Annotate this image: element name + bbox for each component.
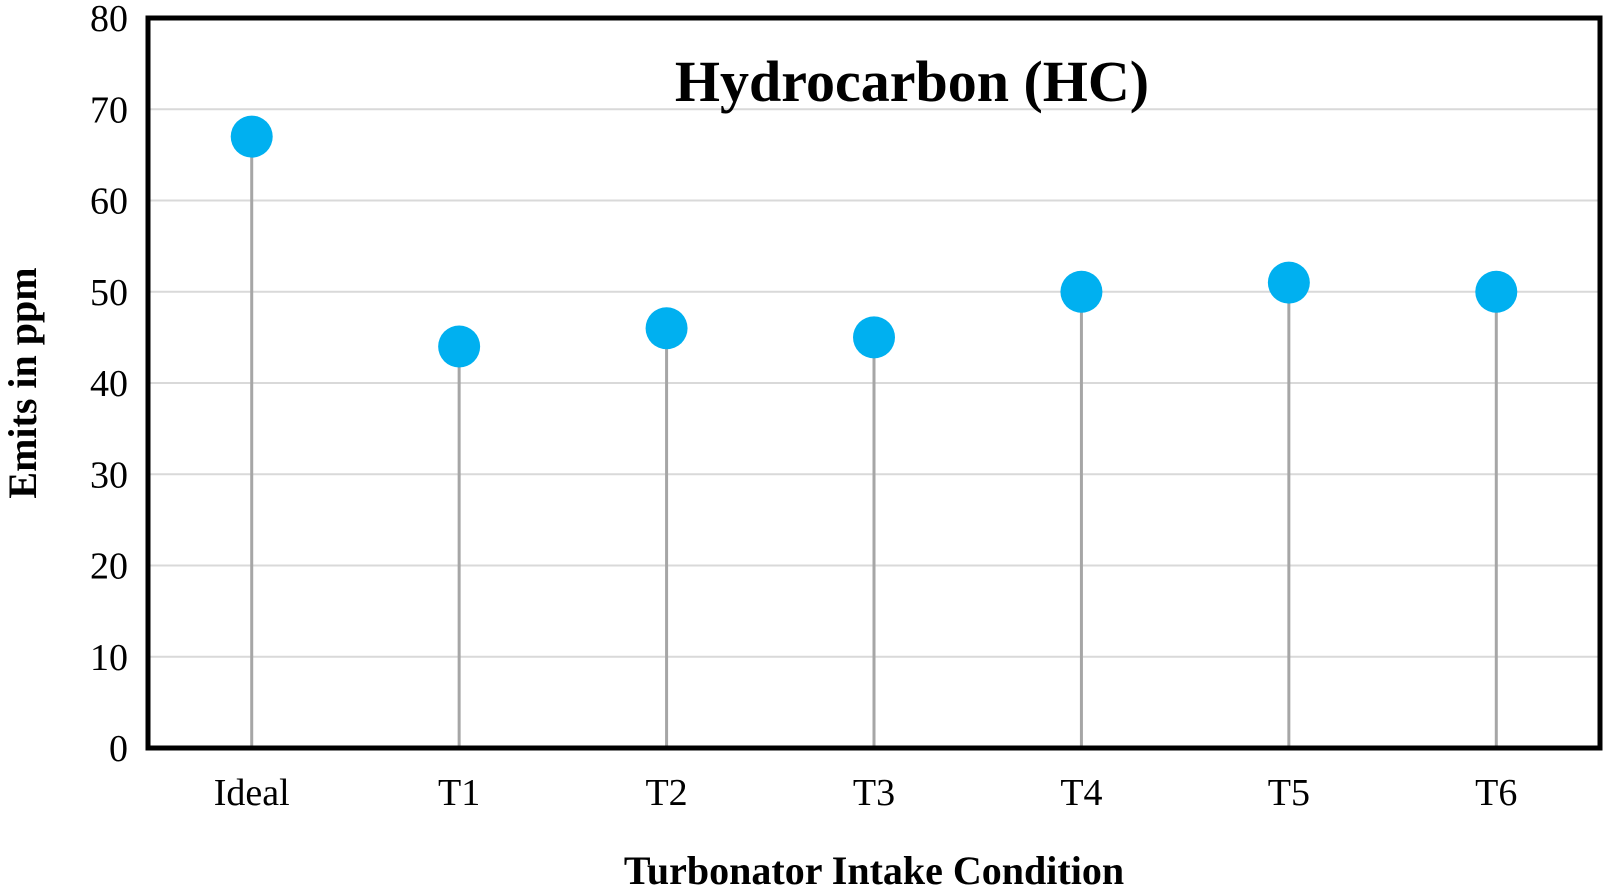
stems [250, 136, 1498, 748]
y-tick-label: 10 [90, 637, 128, 679]
x-tick-label: Ideal [214, 772, 290, 814]
y-tick-label: 50 [90, 272, 128, 314]
data-point [1475, 270, 1518, 313]
x-tick-label: T1 [438, 772, 480, 814]
plot-frame [145, 15, 1603, 751]
data-point [1267, 261, 1310, 304]
data-point [645, 307, 688, 350]
chart-title: Hydrocarbon (HC) [675, 49, 1149, 114]
y-axis-label: Emits in ppm [0, 267, 45, 498]
y-tick-label: 30 [90, 454, 128, 496]
y-axis-ticks: 0 10 20 30 40 50 60 70 80 [90, 0, 128, 770]
x-tick-label: T6 [1475, 772, 1517, 814]
data-point [230, 115, 273, 158]
x-tick-label: T4 [1060, 772, 1102, 814]
x-axis-label: Turbonator Intake Condition [624, 848, 1124, 889]
x-tick-label: T5 [1268, 772, 1310, 814]
y-tick-label: 40 [90, 363, 128, 405]
y-tick-label: 70 [90, 89, 128, 131]
data-point [853, 316, 895, 359]
markers [230, 115, 1518, 368]
y-tick-label: 80 [90, 0, 128, 40]
y-tick-label: 60 [90, 181, 128, 223]
y-tick-label: 0 [109, 728, 128, 770]
y-tick-label: 20 [90, 546, 128, 588]
data-point [438, 325, 481, 368]
x-axis-ticks: Ideal T1 T2 T3 T4 T5 T6 [214, 772, 1518, 814]
x-tick-label: T2 [645, 772, 687, 814]
x-tick-label: T3 [853, 772, 895, 814]
data-point [1060, 270, 1103, 313]
